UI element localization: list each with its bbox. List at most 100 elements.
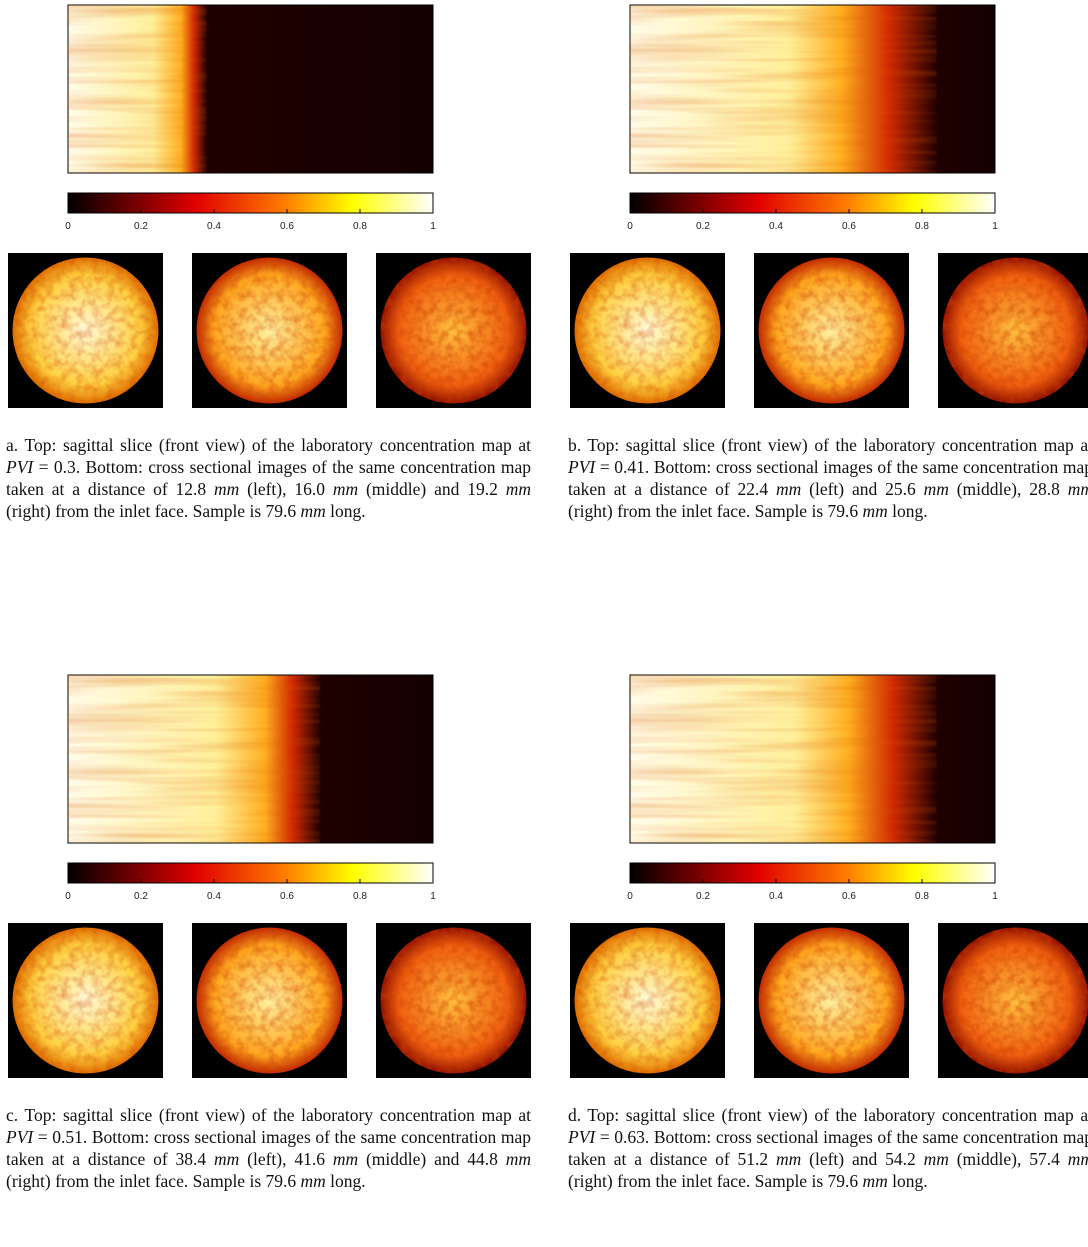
caption-math: PVI <box>6 457 34 477</box>
panel-graphics: 0 0.2 0.4 0.6 0.8 1 <box>8 4 531 408</box>
colorbar-tick-label: 0.4 <box>769 891 783 902</box>
cross-section-texture <box>758 927 905 1074</box>
caption: a. Top: sagittal slice (front view) of t… <box>6 434 531 522</box>
caption: c. Top: sagittal slice (front view) of t… <box>6 1104 531 1192</box>
colorbar-tick-label: 0.8 <box>353 221 367 232</box>
caption-math: mm <box>862 1171 888 1191</box>
cross-section-texture <box>574 257 721 404</box>
caption-text: b. Top: sagittal slice (front view) of t… <box>568 435 1088 455</box>
colorbar-tick-label: 0.2 <box>696 221 710 232</box>
caption-text: (right) from the inlet face. Sample is 7… <box>568 501 863 521</box>
slice-texture <box>630 675 937 843</box>
caption-math: mm <box>923 479 949 499</box>
caption-text: (right) from the inlet face. Sample is 7… <box>568 1171 863 1191</box>
caption-text: (right) from the inlet face. Sample is 7… <box>6 501 301 521</box>
cross-section-texture <box>12 927 159 1074</box>
caption-text: (middle) and 19.2 <box>358 479 506 499</box>
caption: d. Top: sagittal slice (front view) of t… <box>568 1104 1088 1192</box>
slice-texture <box>68 5 207 173</box>
caption-text: = 0.63. Bottom: cross sectional images o… <box>568 1127 1088 1169</box>
colorbar-tick-label: 0 <box>65 891 71 902</box>
caption-math: mm <box>776 479 802 499</box>
colorbar-tick-label: 1 <box>992 891 998 902</box>
caption-text: (middle), 28.8 <box>948 479 1068 499</box>
caption-text: d. Top: sagittal slice (front view) of t… <box>568 1105 1088 1125</box>
caption-text: (left), 41.6 <box>239 1149 333 1169</box>
colorbar-tick-label: 0.2 <box>134 891 148 902</box>
caption-text: long. <box>325 501 366 521</box>
colorbar-tick-label: 0.2 <box>696 891 710 902</box>
cross-section-texture <box>942 927 1088 1074</box>
cross-section-texture <box>196 257 343 404</box>
figure-panel: 0 0.2 0.4 0.6 0.8 1 c. Top: sagittal slice (fr… <box>0 670 540 1247</box>
slice-texture <box>630 5 937 173</box>
colorbar <box>67 192 434 214</box>
cross-section-texture <box>942 257 1088 404</box>
colorbar-tick-label: 0.4 <box>207 891 221 902</box>
colorbar-tick-label: 1 <box>430 221 436 232</box>
caption-text: long. <box>887 1171 928 1191</box>
caption-text: (middle), 57.4 <box>948 1149 1068 1169</box>
caption-math: mm <box>300 1171 326 1191</box>
colorbar-tick-label: 0 <box>627 221 633 232</box>
colorbar-tick-label: 0.6 <box>280 221 294 232</box>
colorbar-tick-label: 0.8 <box>915 221 929 232</box>
caption-text: = 0.51. Bottom: cross sectional images o… <box>6 1127 531 1169</box>
figure-panel: 0 0.2 0.4 0.6 0.8 1 a. Top: sagittal slice (fr… <box>0 0 540 580</box>
figure-panel: 0 0.2 0.4 0.6 0.8 1 d. Top: sagittal slice (fr… <box>562 670 1088 1247</box>
caption-text: (middle) and 44.8 <box>358 1149 506 1169</box>
caption-math: mm <box>1067 479 1088 499</box>
panel-graphics: 0 0.2 0.4 0.6 0.8 1 <box>570 674 1088 1078</box>
caption-text: long. <box>325 1171 366 1191</box>
caption-math: mm <box>862 501 888 521</box>
colorbar-tick-label: 0.6 <box>842 891 856 902</box>
caption-math: mm <box>505 1149 531 1169</box>
colorbar-tick-label: 0.6 <box>280 891 294 902</box>
caption-math: PVI <box>568 457 596 477</box>
caption-math: mm <box>332 479 359 499</box>
cross-section-texture <box>380 927 527 1074</box>
caption-math: PVI <box>568 1127 596 1147</box>
colorbar-tick-label: 0.4 <box>207 221 221 232</box>
colorbar-tick-label: 0.2 <box>134 221 148 232</box>
slice-texture <box>68 675 320 843</box>
colorbar-tick-label: 0.8 <box>353 891 367 902</box>
caption-text: (left) and 54.2 <box>801 1149 924 1169</box>
colorbar-tick-label: 0.8 <box>915 891 929 902</box>
caption-math: mm <box>300 501 326 521</box>
caption-math: mm <box>214 1149 240 1169</box>
cross-section-texture <box>574 927 721 1074</box>
colorbar-tick-label: 0 <box>65 221 71 232</box>
caption-text: = 0.3. Bottom: cross sectional images of… <box>6 457 531 499</box>
cross-section-texture <box>12 257 159 404</box>
caption-text: c. Top: sagittal slice (front view) of t… <box>6 1105 531 1125</box>
caption-math: mm <box>214 479 240 499</box>
cross-section-texture <box>196 927 343 1074</box>
caption-text: (left) and 25.6 <box>801 479 924 499</box>
caption-math: mm <box>923 1149 949 1169</box>
panel-graphics: 0 0.2 0.4 0.6 0.8 1 <box>8 674 531 1078</box>
colorbar-tick-label: 0.6 <box>842 221 856 232</box>
colorbar <box>629 862 996 884</box>
figure-panel: 0 0.2 0.4 0.6 0.8 1 b. Top: sagittal slice (fr… <box>562 0 1088 580</box>
cross-section-texture <box>758 257 905 404</box>
caption-math: mm <box>332 1149 359 1169</box>
caption: b. Top: sagittal slice (front view) of t… <box>568 434 1088 522</box>
caption-math: mm <box>505 479 531 499</box>
colorbar <box>67 862 434 884</box>
caption-text: long. <box>887 501 928 521</box>
colorbar-tick-label: 0 <box>627 891 633 902</box>
caption-text: (left), 16.0 <box>239 479 333 499</box>
cross-section-texture <box>380 257 527 404</box>
caption-text: (right) from the inlet face. Sample is 7… <box>6 1171 301 1191</box>
colorbar <box>629 192 996 214</box>
panel-graphics: 0 0.2 0.4 0.6 0.8 1 <box>570 4 1088 408</box>
caption-text: = 0.41. Bottom: cross sectional images o… <box>568 457 1088 499</box>
caption-math: PVI <box>6 1127 34 1147</box>
caption-math: mm <box>1067 1149 1088 1169</box>
colorbar-tick-label: 1 <box>430 891 436 902</box>
colorbar-tick-label: 1 <box>992 221 998 232</box>
caption-math: mm <box>776 1149 802 1169</box>
caption-text: a. Top: sagittal slice (front view) of t… <box>6 435 531 455</box>
